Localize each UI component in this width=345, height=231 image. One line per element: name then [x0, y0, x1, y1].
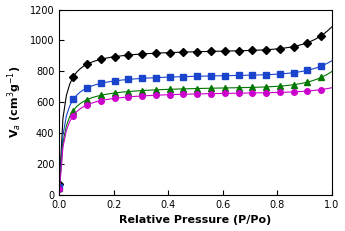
MIL-101	[57, 183, 61, 185]
0.35% Pd/En-MIL-101	[329, 86, 334, 89]
0.35% Pd/MIL-101	[219, 74, 224, 77]
Line: MIL-101: MIL-101	[57, 24, 334, 187]
0.35% Pd/En-MIL-101	[233, 92, 237, 95]
0.59% Pd/MIL-101	[233, 86, 237, 89]
MIL-101	[223, 50, 227, 52]
Line: 0.59% Pd/MIL-101: 0.59% Pd/MIL-101	[56, 68, 335, 192]
0.35% Pd/En-MIL-101	[178, 93, 182, 96]
0.35% Pd/En-MIL-101	[219, 92, 224, 95]
0.35% Pd/MIL-101	[243, 74, 247, 77]
0.35% Pd/En-MIL-101	[243, 92, 247, 94]
0.59% Pd/MIL-101	[243, 86, 247, 89]
Y-axis label: V$_a$ (cm$^3$g$^{-1}$): V$_a$ (cm$^3$g$^{-1}$)	[6, 66, 24, 138]
0.35% Pd/MIL-101	[298, 70, 303, 73]
0.59% Pd/MIL-101	[223, 87, 227, 89]
MIL-101	[178, 51, 182, 54]
Line: 0.35% Pd/MIL-101: 0.35% Pd/MIL-101	[56, 58, 335, 191]
0.59% Pd/MIL-101	[219, 87, 224, 89]
0.35% Pd/MIL-101	[329, 60, 334, 62]
0.59% Pd/MIL-101	[178, 88, 182, 90]
0.35% Pd/MIL-101	[233, 74, 237, 77]
0.35% Pd/MIL-101	[57, 186, 61, 188]
0.35% Pd/En-MIL-101	[57, 188, 61, 190]
MIL-101	[298, 43, 303, 46]
0.59% Pd/MIL-101	[329, 70, 334, 73]
0.35% Pd/MIL-101	[223, 74, 227, 77]
0.59% Pd/MIL-101	[57, 187, 61, 190]
0.35% Pd/En-MIL-101	[223, 92, 227, 95]
0.35% Pd/En-MIL-101	[298, 90, 303, 93]
MIL-101	[243, 49, 247, 52]
Line: 0.35% Pd/En-MIL-101: 0.35% Pd/En-MIL-101	[57, 85, 334, 192]
MIL-101	[219, 50, 224, 53]
0.35% Pd/MIL-101	[178, 75, 182, 78]
X-axis label: Relative Pressure (P/Po): Relative Pressure (P/Po)	[119, 216, 272, 225]
MIL-101	[233, 49, 237, 52]
MIL-101	[329, 26, 334, 28]
0.59% Pd/MIL-101	[298, 82, 303, 85]
